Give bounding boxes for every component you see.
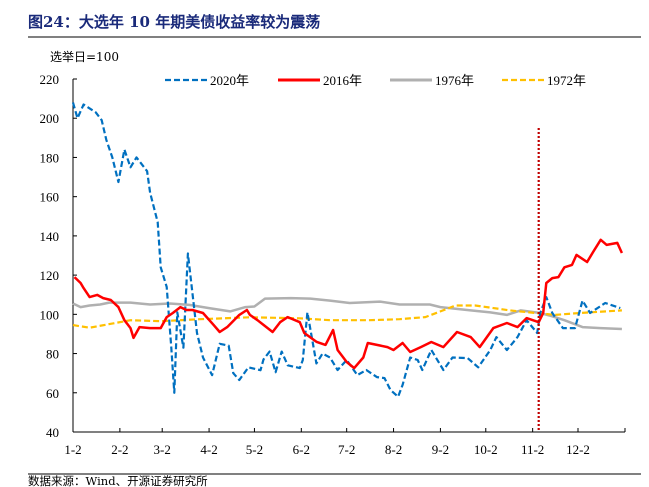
legend-label-1972: 1972年	[547, 73, 586, 88]
source-note: 数据来源：Wind、开源证券研究所	[28, 474, 208, 487]
y-tick-label: 160	[40, 190, 60, 205]
x-tick-label: 3-2	[154, 442, 171, 457]
y-tick-label: 120	[40, 268, 60, 283]
y-tick-label: 100	[40, 307, 60, 322]
legend-label-2016: 2016年	[323, 73, 362, 88]
series-line-1972	[72, 304, 622, 329]
y-tick-label: 60	[46, 386, 59, 401]
y-tick-label: 80	[46, 347, 59, 362]
y-tick-label: 200	[40, 111, 60, 126]
y-axis-unit-label: 选举日=100	[50, 50, 119, 64]
y-tick-label: 140	[40, 229, 60, 244]
y-axis: 40 60 80 100 120 140 160 180 200 220	[40, 72, 77, 440]
series-line-1976	[72, 296, 622, 331]
legend-label-1976: 1976年	[435, 73, 474, 88]
series-line-2016	[73, 238, 624, 370]
x-tick-label: 12-2	[566, 442, 590, 457]
x-tick-label: 6-2	[293, 442, 310, 457]
y-tick-label: 40	[46, 425, 59, 440]
x-tick-label: 8-2	[385, 442, 402, 457]
x-tick-label: 5-2	[246, 442, 263, 457]
x-tick-label: 11-2	[521, 442, 544, 457]
x-tick-label: 10-2	[474, 442, 498, 457]
legend: 2020年 2016年 1976年 1972年	[165, 73, 586, 88]
plot-area	[71, 102, 624, 432]
x-tick-label: 1-2	[64, 442, 81, 457]
y-tick-label: 220	[40, 72, 60, 87]
x-tick-label: 4-2	[200, 442, 217, 457]
legend-label-2020: 2020年	[210, 73, 249, 88]
y-tick-label: 180	[40, 150, 60, 165]
x-axis: 1-2 2-2 3-2 4-2 5-2 6-2 7-2 8-2 9-2 10-2 11-2 12-2	[64, 428, 626, 457]
series-line-2020	[71, 102, 621, 398]
chart-title: 图24：大选年 10 年期美债收益率较为震荡	[28, 13, 320, 31]
x-tick-label: 9-2	[432, 442, 449, 457]
x-tick-label: 2-2	[111, 442, 128, 457]
x-tick-label: 7-2	[338, 442, 355, 457]
